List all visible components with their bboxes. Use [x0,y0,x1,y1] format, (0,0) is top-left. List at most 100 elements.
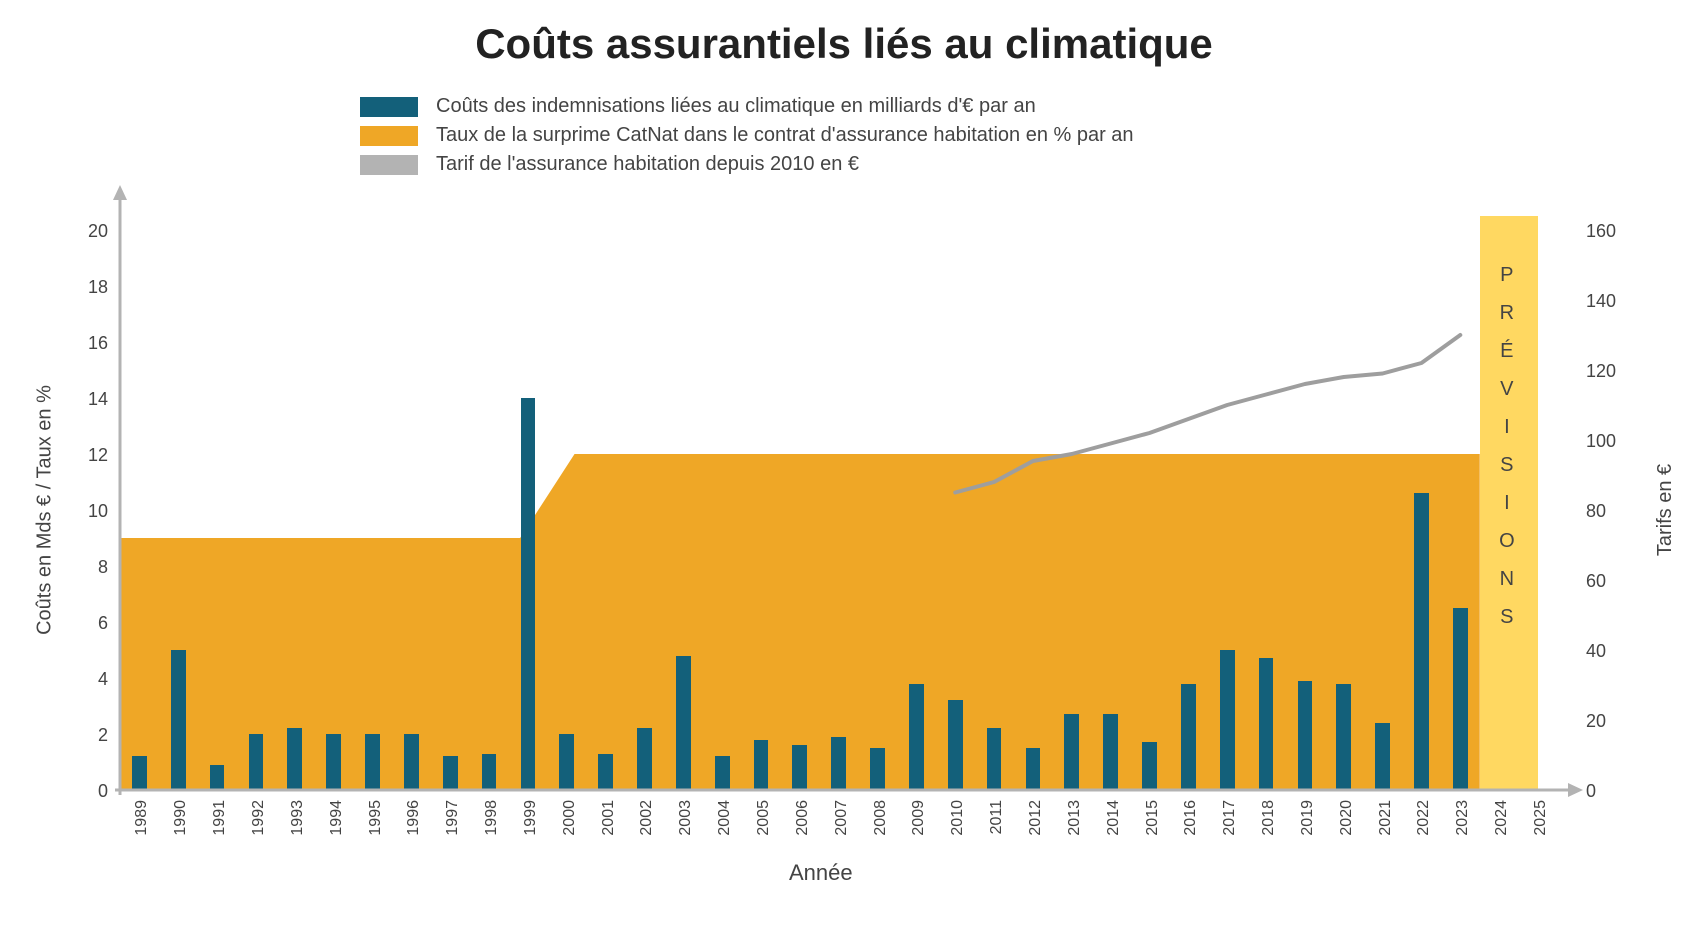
x-tick-label: 2022 [1415,800,1433,836]
cost-bar [831,737,846,790]
chart-container: Coûts assurantiels liés au climatique Co… [0,0,1688,951]
y-right-axis-label: Tarifs en € [1654,464,1677,556]
cost-bar [1026,748,1041,790]
cost-bar [249,734,264,790]
cost-bar [521,398,536,790]
x-tick-label: 1993 [289,800,307,836]
cost-bar [1259,658,1274,790]
x-tick-label: 1989 [133,800,151,836]
y-left-tick-label: 4 [98,669,108,690]
catnat-area [120,454,1480,790]
cost-bar [1414,493,1429,790]
x-tick-label: 2024 [1493,800,1511,836]
y-left-tick-label: 8 [98,557,108,578]
legend-item: Tarif de l'assurance habitation depuis 2… [360,153,1134,176]
cost-bar [754,740,769,790]
cost-bar [443,756,458,790]
cost-bar [987,728,1002,790]
cost-bar [870,748,885,790]
y-left-tick-label: 0 [98,781,108,802]
x-tick-label: 1996 [405,800,423,836]
legend-item: Coûts des indemnisations liées au climat… [360,95,1134,118]
y-left-tick-label: 10 [88,501,108,522]
catnat-area-svg [120,230,1538,790]
cost-bar [1103,714,1118,790]
cost-bar [1220,650,1235,790]
x-tick-label: 2007 [833,800,851,836]
cost-bar [598,754,613,790]
y-right-tick-label: 80 [1586,501,1606,522]
x-tick-label: 2020 [1338,800,1356,836]
legend-text: Tarif de l'assurance habitation depuis 2… [436,153,859,176]
y-right-tick-label: 40 [1586,641,1606,662]
x-tick-label: 2006 [794,800,812,836]
y-right-tick-label: 20 [1586,711,1606,732]
legend-text: Coûts des indemnisations liées au climat… [436,95,1036,118]
cost-bar [909,684,924,790]
legend-swatch [360,155,418,175]
x-tick-label: 1992 [250,800,268,836]
y-left-axis-label: Coûts en Mds € / Taux en % [33,385,56,635]
x-tick-label: 2025 [1532,800,1550,836]
x-tick-label: 2018 [1260,800,1278,836]
x-tick-label: 2016 [1182,800,1200,836]
legend-swatch [360,126,418,146]
y-right-tick-label: 160 [1586,221,1616,242]
cost-bar [559,734,574,790]
y-left-tick-label: 6 [98,613,108,634]
cost-bar [365,734,380,790]
y-right-tick-label: 0 [1586,781,1596,802]
x-tick-label: 1997 [444,800,462,836]
x-tick-label: 2017 [1221,800,1239,836]
x-tick-label: 2003 [677,800,695,836]
y-left-tick-label: 16 [88,333,108,354]
cost-bar [948,700,963,790]
x-tick-label: 2004 [716,800,734,836]
cost-bar [482,754,497,790]
cost-bar [132,756,147,790]
legend-swatch [360,97,418,117]
cost-bar [287,728,302,790]
x-axis-label: Année [789,860,853,886]
cost-bar [1453,608,1468,790]
x-tick-label: 2008 [872,800,890,836]
x-tick-label: 2000 [561,800,579,836]
cost-bar [210,765,225,790]
cost-bar [1336,684,1351,790]
cost-bar [792,745,807,790]
plot-area: PRÉVISIONS [120,230,1538,790]
chart-title: Coûts assurantiels liés au climatique [0,20,1688,68]
x-tick-label: 2001 [600,800,618,836]
cost-bar [676,656,691,790]
x-tick-label: 1991 [211,800,229,836]
x-tick-label: 2002 [638,800,656,836]
previsions-block: PRÉVISIONS [1480,216,1538,790]
y-left-tick-label: 14 [88,389,108,410]
y-left-tick-label: 20 [88,221,108,242]
cost-bar [1064,714,1079,790]
x-tick-label: 2014 [1105,800,1123,836]
legend-item: Taux de la surprime CatNat dans le contr… [360,124,1134,147]
legend: Coûts des indemnisations liées au climat… [360,95,1134,182]
cost-bar [637,728,652,790]
y-left-tick-label: 12 [88,445,108,466]
y-right-tick-label: 100 [1586,431,1616,452]
x-tick-label: 2011 [988,800,1006,834]
x-tick-label: 2013 [1066,800,1084,836]
y-left-tick-label: 18 [88,277,108,298]
x-tick-label: 2005 [755,800,773,836]
y-left-tick-label: 2 [98,725,108,746]
x-tick-label: 1994 [328,800,346,836]
y-right-tick-label: 140 [1586,291,1616,312]
cost-bar [1142,742,1157,790]
legend-text: Taux de la surprime CatNat dans le contr… [436,124,1134,147]
cost-bar [715,756,730,790]
x-tick-label: 1998 [483,800,501,836]
x-tick-label: 2023 [1454,800,1472,836]
cost-bar [1375,723,1390,790]
tarif-line [955,335,1460,493]
x-tick-label: 2021 [1377,800,1395,836]
cost-bar [326,734,341,790]
x-tick-label: 2009 [910,800,928,836]
x-tick-label: 1990 [172,800,190,836]
